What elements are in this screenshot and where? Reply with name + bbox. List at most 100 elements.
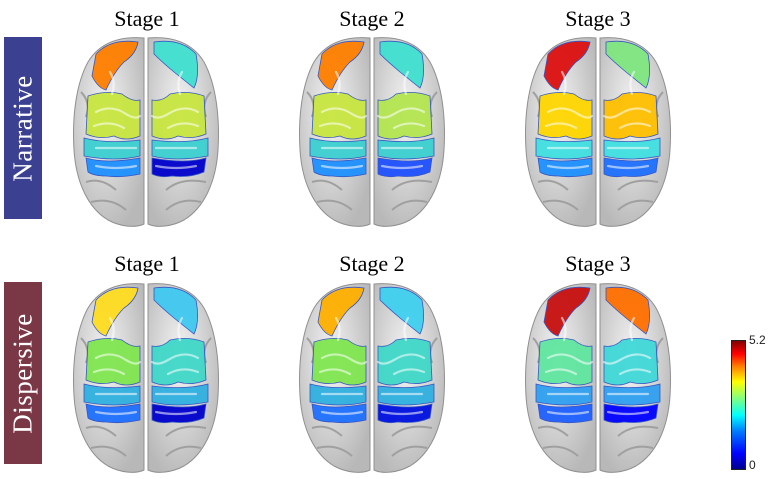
row-label-dispersive: Dispersive	[4, 282, 42, 464]
sulcus-line	[94, 164, 138, 170]
sulcus-line	[602, 353, 652, 365]
region-central	[83, 383, 209, 406]
sulcus-line	[544, 122, 578, 130]
sulcus-line	[560, 70, 567, 96]
gyrus-line	[316, 199, 353, 211]
gyrus-line	[391, 445, 428, 457]
sulcus-line	[606, 164, 650, 170]
stage-title: Stage 3	[565, 251, 631, 276]
sulcus-line	[546, 410, 590, 416]
region-frontal-right	[379, 40, 424, 89]
row-label-narrative: Narrative	[4, 37, 42, 219]
region-frontal-right	[379, 286, 424, 335]
gyrus-line	[85, 179, 117, 191]
sulcus-line	[403, 316, 410, 342]
region-mid-left	[85, 338, 141, 386]
sulcus-line	[150, 353, 200, 365]
sulcus-line	[392, 122, 426, 130]
sulcus-line	[380, 410, 424, 416]
region-frontal-left	[317, 286, 365, 337]
sulcus-line	[334, 316, 341, 342]
gyrus-line	[90, 445, 127, 457]
sulcus-line	[546, 164, 590, 170]
sulcus-line	[92, 122, 126, 130]
brain-map	[73, 37, 219, 227]
sulcus-line	[318, 368, 352, 376]
sulcus-line	[108, 70, 115, 96]
stage-title: Stage 2	[339, 251, 405, 276]
gyrus-line	[165, 179, 207, 191]
row-label-dispersive-text: Dispersive	[7, 312, 38, 434]
stage-title: Stage 2	[339, 6, 405, 31]
gyrus-line	[391, 425, 433, 437]
sulcus-line	[618, 122, 652, 130]
sulcus-line	[403, 70, 410, 96]
sulcus-line	[618, 368, 652, 376]
region-mid-left	[537, 92, 593, 140]
sulcus-line	[177, 316, 184, 342]
region-mid-left	[537, 338, 593, 386]
gyrus-line	[537, 179, 569, 191]
sulcus-line	[320, 107, 368, 119]
gyrus-line	[391, 179, 433, 191]
sulcus-line	[177, 70, 184, 96]
sulcus-line	[629, 70, 636, 96]
sulcus-line	[166, 368, 200, 376]
sulcus-line	[318, 122, 352, 130]
gyrus-line	[617, 445, 654, 457]
sulcus-line	[334, 70, 341, 96]
sulcus-line	[629, 316, 636, 342]
region-central	[309, 383, 435, 406]
gyrus-line	[165, 445, 202, 457]
sulcus-line	[154, 410, 198, 416]
region-frontal-left	[543, 286, 591, 337]
sulcus-line	[150, 107, 200, 119]
region-central	[309, 137, 435, 160]
brain-map	[525, 283, 671, 473]
region-frontal-right	[605, 40, 650, 89]
gyrus-line	[537, 425, 569, 437]
colorbar-min-label: 0	[749, 458, 756, 472]
sulcus-line	[546, 107, 594, 119]
stage-title: Stage 1	[114, 251, 180, 276]
sulcus-line	[376, 353, 426, 365]
region-mid-right	[377, 92, 433, 140]
sulcus-line	[94, 353, 142, 365]
region-frontal-left	[91, 40, 139, 91]
sulcus-line	[560, 316, 567, 342]
region-frontal-right	[153, 286, 198, 335]
sulcus-line	[320, 164, 364, 170]
region-frontal-right	[605, 286, 650, 335]
sulcus-line	[544, 368, 578, 376]
sulcus-line	[392, 368, 426, 376]
region-frontal-left	[91, 286, 139, 337]
sulcus-line	[92, 368, 126, 376]
region-central	[535, 137, 661, 160]
region-mid-right	[603, 92, 659, 140]
sulcus-line	[546, 353, 594, 365]
gyrus-line	[617, 425, 659, 437]
gyrus-line	[311, 179, 343, 191]
sulcus-line	[108, 316, 115, 342]
sulcus-line	[166, 122, 200, 130]
region-mid-right	[377, 338, 433, 386]
gyrus-line	[617, 199, 654, 211]
brain-map	[299, 37, 445, 227]
gyrus-line	[542, 445, 579, 457]
sulcus-line	[94, 410, 138, 416]
region-central	[535, 383, 661, 406]
region-mid-left	[85, 92, 141, 140]
sulcus-line	[606, 410, 650, 416]
gyrus-line	[542, 199, 579, 211]
sulcus-line	[320, 410, 364, 416]
region-mid-left	[311, 92, 367, 140]
stage-title: Stage 3	[565, 6, 631, 31]
gyrus-line	[617, 179, 659, 191]
brain-map	[73, 283, 219, 473]
region-mid-right	[151, 92, 207, 140]
gyrus-line	[90, 199, 127, 211]
region-mid-left	[311, 338, 367, 386]
stage-title: Stage 1	[114, 6, 180, 31]
gyrus-line	[316, 445, 353, 457]
colorbar	[731, 340, 746, 470]
